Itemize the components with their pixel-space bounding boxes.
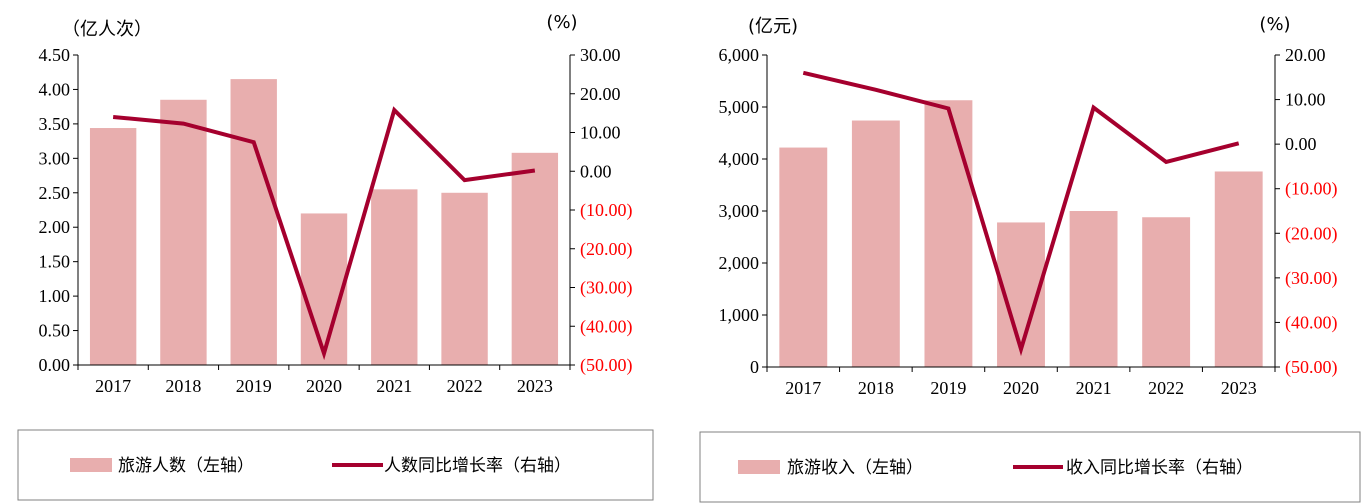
right-axis-unit: (%) [546,12,577,33]
left-tick-label: 2,000 [719,253,760,273]
left-tick-label: 1.00 [39,286,71,306]
x-tick-label: 2017 [95,376,131,396]
right-tick-label: 30.00 [580,45,621,65]
legend-line-label: 人数同比增长率（右轴） [384,456,571,476]
right-tick-label: (30.00) [1285,268,1338,289]
left-tick-label: 4.50 [39,45,71,65]
bar-2017 [779,147,828,367]
bar-2022 [441,192,488,365]
bar-2020 [300,213,348,365]
bar-2023 [511,152,559,365]
x-tick-label: 2018 [165,376,201,396]
left-tick-label: 2.50 [39,183,71,203]
right-tick-label: (40.00) [1285,312,1338,333]
left-tick-label: 5,000 [719,97,760,117]
left-tick-label: 1.50 [39,252,71,272]
right-tick-label: 20.00 [580,84,621,104]
right-tick-label: (10.00) [1285,179,1338,200]
left-tick-label: 0.50 [39,321,71,341]
right-tick-label: 0.00 [1285,134,1317,154]
legend-bar-swatch [738,460,780,474]
x-tick-label: 2017 [785,378,821,398]
legend-bar-label: 旅游收入（左轴） [787,458,923,478]
legend-bar-label: 旅游人数（左轴） [118,456,254,476]
chart-1: （亿人次） (%) 0.00 0.50 1.00 1.50 2.00 2.50 3.00 3.50… [17,12,654,501]
right-tick-label: 10.00 [580,123,621,143]
right-tick-label: 0.00 [580,161,612,181]
x-tick-label: 2021 [1076,378,1112,398]
bar-2021 [1069,211,1118,367]
chart-2: (亿元) (%) 0 1,000 2,000 3,000 4,000 5,000 6,000 (5… [699,14,1361,503]
right-tick-label: (20.00) [1285,223,1338,244]
bar-2017 [89,128,137,365]
left-axis-unit: (亿元) [748,16,798,37]
legend-line-label: 收入同比增长率（右轴） [1066,458,1253,478]
left-tick-label: 3.50 [39,114,71,134]
bar-2019 [924,100,973,368]
left-tick-label: 3,000 [719,201,760,221]
x-tick-label: 2022 [447,376,483,396]
x-tick-label: 2020 [1003,378,1039,398]
bar-2022 [1142,217,1191,367]
left-tick-label: 0 [750,357,759,377]
left-tick-label: 4,000 [719,149,760,169]
left-tick-label: 0.00 [39,355,71,375]
right-tick-label: (30.00) [580,278,633,299]
bar-2019 [230,79,277,365]
left-axis-unit: （亿人次） [62,19,152,40]
right-tick-label: (50.00) [580,355,633,376]
left-tick-label: 2.00 [39,217,71,237]
growth-rate-line [802,70,1240,357]
legend-bar-swatch [70,458,112,472]
x-tick-label: 2022 [1148,378,1184,398]
right-axis-unit: (%) [1259,14,1290,35]
left-tick-label: 6,000 [719,45,760,65]
right-tick-label: (10.00) [580,200,633,221]
right-tick-label: 20.00 [1285,45,1326,65]
right-tick-label: (40.00) [580,316,633,337]
bar-2021 [371,189,418,365]
x-tick-label: 2023 [517,376,553,396]
left-tick-label: 1,000 [719,305,760,325]
left-tick-label: 4.00 [39,79,71,99]
right-tick-label: 10.00 [1285,90,1326,110]
left-tick-label: 3.00 [39,148,71,168]
x-tick-label: 2019 [236,376,272,396]
x-tick-label: 2021 [376,376,412,396]
x-tick-label: 2020 [306,376,342,396]
bar-2018 [851,120,900,368]
x-tick-label: 2023 [1221,378,1257,398]
bar-2018 [160,99,207,366]
x-tick-label: 2018 [858,378,894,398]
growth-rate-line [112,106,536,361]
right-tick-label: (50.00) [1285,357,1338,378]
right-tick-label: (20.00) [580,239,633,260]
bar-2023 [1214,171,1263,367]
x-tick-label: 2019 [930,378,966,398]
